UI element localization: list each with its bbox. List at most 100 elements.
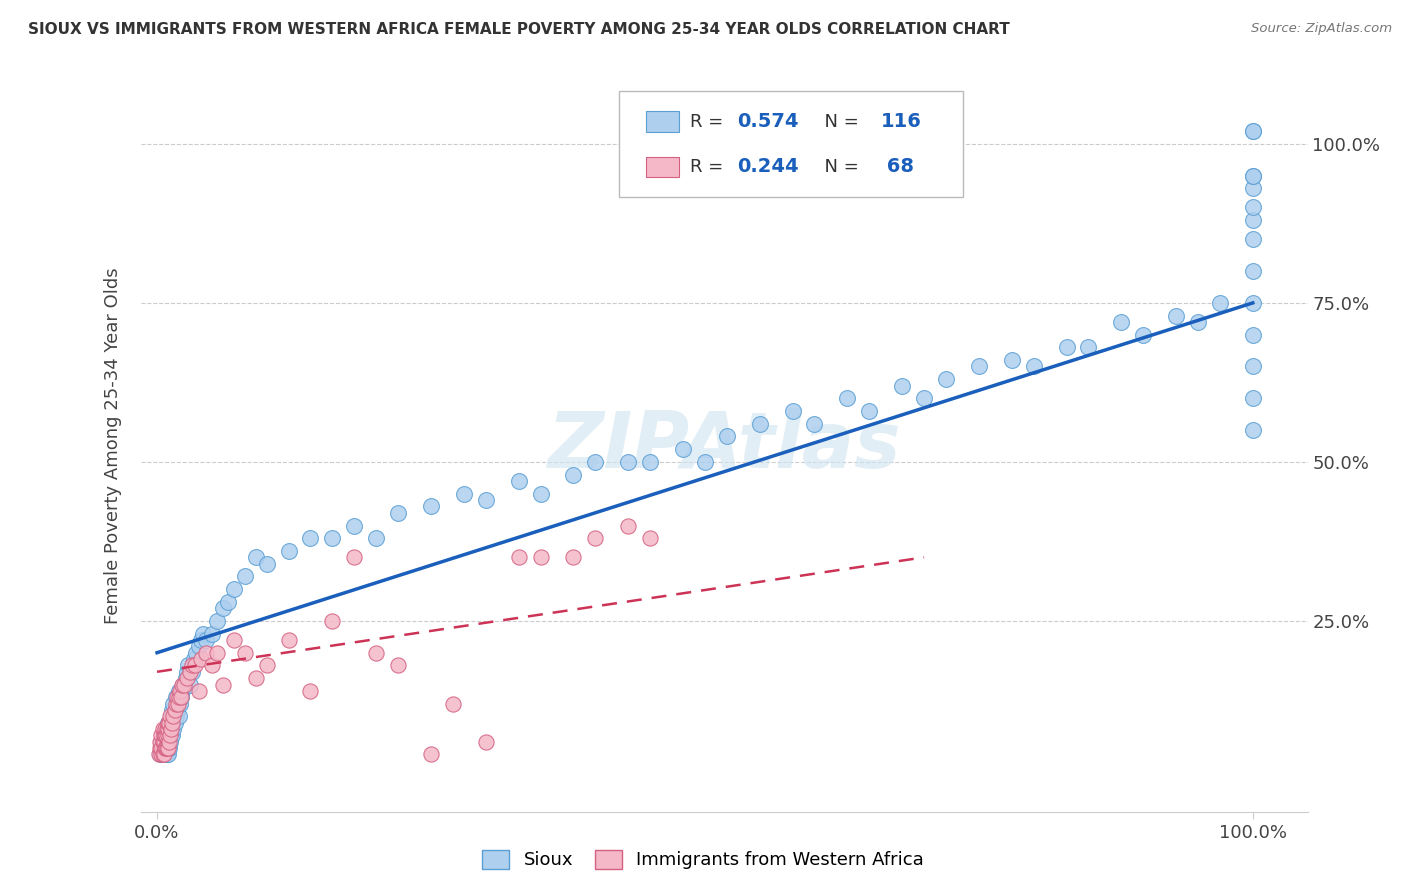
Text: N =: N = bbox=[813, 158, 865, 176]
Point bbox=[152, 735, 174, 749]
Point bbox=[562, 550, 585, 565]
Point bbox=[156, 722, 179, 736]
Point bbox=[1209, 296, 1232, 310]
Point bbox=[1022, 359, 1045, 374]
Point bbox=[156, 747, 179, 762]
Point bbox=[1164, 309, 1187, 323]
Point bbox=[159, 709, 181, 723]
Point bbox=[1241, 423, 1264, 437]
Point bbox=[148, 747, 170, 762]
Point bbox=[474, 493, 496, 508]
Text: 0.244: 0.244 bbox=[737, 158, 799, 177]
Point bbox=[150, 741, 173, 756]
Point bbox=[190, 652, 212, 666]
FancyBboxPatch shape bbox=[645, 112, 679, 132]
Point bbox=[583, 455, 606, 469]
Point bbox=[153, 728, 176, 742]
Point bbox=[617, 518, 640, 533]
Text: R =: R = bbox=[690, 158, 730, 176]
FancyBboxPatch shape bbox=[645, 157, 679, 178]
Point bbox=[167, 709, 190, 723]
Point bbox=[343, 518, 366, 533]
Text: SIOUX VS IMMIGRANTS FROM WESTERN AFRICA FEMALE POVERTY AMONG 25-34 YEAR OLDS COR: SIOUX VS IMMIGRANTS FROM WESTERN AFRICA … bbox=[28, 22, 1010, 37]
Point bbox=[1187, 315, 1209, 329]
Point bbox=[160, 722, 183, 736]
Point bbox=[153, 722, 176, 736]
Point bbox=[195, 646, 218, 660]
Point bbox=[420, 500, 443, 514]
Point bbox=[155, 735, 177, 749]
Point bbox=[529, 550, 551, 565]
Point bbox=[179, 677, 201, 691]
Point bbox=[162, 722, 184, 736]
Point bbox=[1241, 327, 1264, 342]
Point bbox=[1241, 169, 1264, 183]
Point bbox=[152, 728, 174, 742]
Point bbox=[149, 741, 172, 756]
Point bbox=[152, 747, 174, 762]
Point bbox=[169, 697, 191, 711]
Legend: Sioux, Immigrants from Western Africa: Sioux, Immigrants from Western Africa bbox=[472, 840, 934, 879]
Point bbox=[858, 404, 880, 418]
Point bbox=[153, 741, 176, 756]
Point bbox=[157, 735, 180, 749]
Point bbox=[1241, 124, 1264, 138]
Point bbox=[160, 728, 183, 742]
Point bbox=[1241, 392, 1264, 406]
Point bbox=[176, 665, 198, 679]
Point bbox=[256, 557, 278, 571]
Point bbox=[153, 741, 176, 756]
Point bbox=[165, 690, 187, 705]
Point bbox=[245, 550, 267, 565]
Point bbox=[366, 646, 388, 660]
Point bbox=[1241, 296, 1264, 310]
Point bbox=[159, 715, 181, 730]
Point bbox=[179, 665, 201, 679]
Point bbox=[157, 722, 180, 736]
Point bbox=[321, 614, 343, 628]
Point bbox=[638, 455, 661, 469]
Point bbox=[173, 677, 195, 691]
Point bbox=[453, 486, 475, 500]
Point bbox=[149, 747, 172, 762]
Point bbox=[1001, 353, 1024, 368]
Point bbox=[169, 684, 191, 698]
Point bbox=[183, 652, 205, 666]
Point bbox=[152, 722, 174, 736]
Point bbox=[222, 582, 245, 596]
Point bbox=[153, 747, 176, 762]
Point bbox=[172, 677, 194, 691]
Point bbox=[172, 677, 194, 691]
Point bbox=[201, 658, 224, 673]
Point bbox=[562, 467, 585, 482]
Point bbox=[217, 595, 239, 609]
Point bbox=[163, 715, 186, 730]
Text: 0.574: 0.574 bbox=[737, 112, 799, 131]
Point bbox=[174, 671, 197, 685]
Point bbox=[181, 665, 204, 679]
Point bbox=[387, 506, 409, 520]
Point bbox=[222, 632, 245, 647]
Point bbox=[150, 728, 173, 742]
Point bbox=[190, 632, 212, 647]
Point bbox=[891, 378, 914, 392]
Point bbox=[153, 735, 176, 749]
Point bbox=[803, 417, 825, 431]
Point bbox=[159, 728, 181, 742]
Point bbox=[152, 747, 174, 762]
Point bbox=[150, 747, 173, 762]
Point bbox=[165, 709, 187, 723]
Point bbox=[211, 601, 233, 615]
Point bbox=[1241, 359, 1264, 374]
Point bbox=[155, 728, 177, 742]
Point bbox=[420, 747, 443, 762]
Point bbox=[1241, 181, 1264, 195]
Text: ZIPAtlas: ZIPAtlas bbox=[547, 408, 901, 484]
Point bbox=[173, 677, 195, 691]
Point bbox=[166, 697, 188, 711]
Point bbox=[162, 715, 184, 730]
Point bbox=[693, 455, 716, 469]
Point bbox=[156, 728, 179, 742]
Point bbox=[177, 658, 200, 673]
Point bbox=[1241, 124, 1264, 138]
